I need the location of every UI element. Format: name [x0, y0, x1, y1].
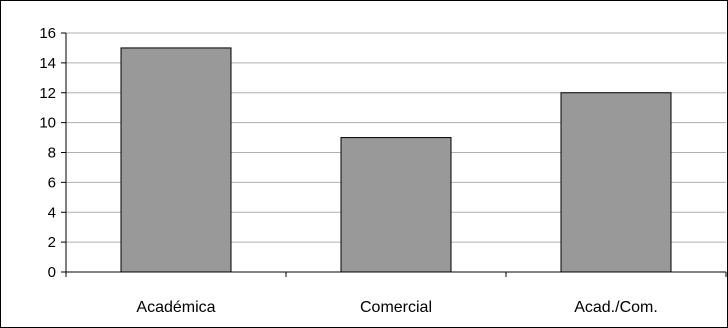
bar-2: [340, 137, 452, 273]
y-tick-label: 12: [39, 85, 56, 102]
bar-1: [120, 47, 232, 273]
x-category-label: Comercial: [360, 299, 432, 316]
y-tick-label: 16: [39, 25, 56, 42]
y-tick-label: 4: [48, 204, 56, 221]
bars: [120, 47, 672, 273]
labels: 0 2 4 6 8 10 12 14 16 Académica Comercial Acad./Com…: [39, 25, 657, 316]
y-tick-label: 10: [39, 115, 56, 132]
axes: [61, 32, 727, 277]
x-category-label: Académica: [136, 299, 215, 316]
bar-3: [560, 92, 672, 273]
y-tick-label: 14: [39, 55, 56, 72]
y-tick-label: 0: [48, 264, 56, 281]
y-tick-label: 6: [48, 174, 56, 191]
y-tick-label: 2: [48, 234, 56, 251]
y-tick-label: 8: [48, 145, 56, 162]
x-category-label: Acad./Com.: [574, 299, 658, 316]
